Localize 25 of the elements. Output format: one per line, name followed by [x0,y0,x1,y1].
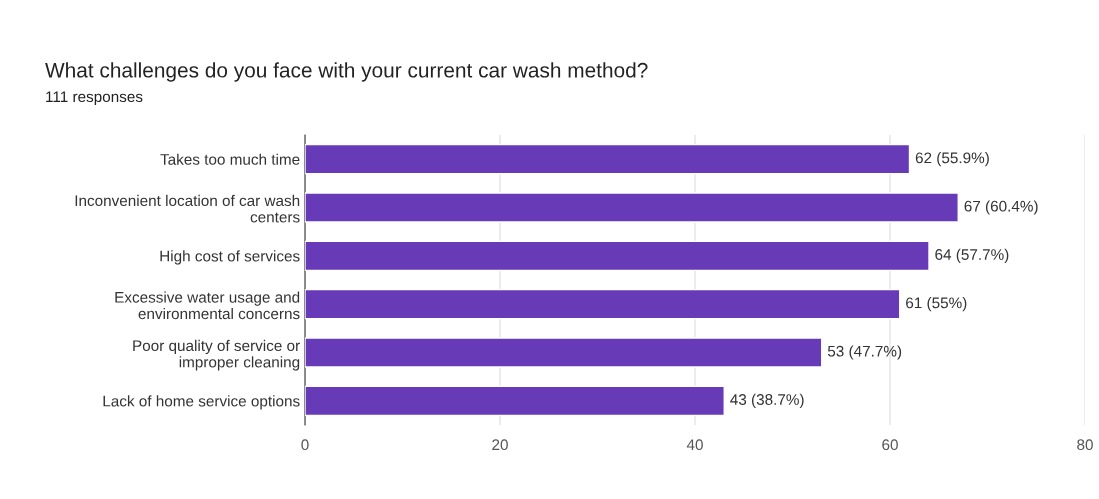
bar [305,288,901,320]
data-label: 62 (55.9%) [915,152,989,167]
y-tick-label: Lack of home service options [103,395,300,410]
data-label: 67 (60.4%) [964,200,1038,215]
y-tick-label: High cost of services [160,250,300,265]
y-tick-label: Excessive water usage and environmental concerns [115,291,300,320]
y-tick-label: Poor quality of service or improper cleaning [133,339,300,371]
data-label: 53 (47.7%) [827,345,902,360]
bar [305,240,930,272]
x-tick-label: 40 [686,439,703,451]
x-tick-label: 20 [492,439,508,451]
x-tick-label: 60 [882,439,898,451]
text: 111 responses [46,91,143,106]
y-tick-label: Inconvenient location of car wash centers [75,194,300,223]
bar [305,337,823,368]
bar [305,143,911,175]
data-label: 61 (55%) [906,297,967,312]
chart-title: What challenges do you face with your current car wash method? [45,62,648,82]
bar [305,192,959,223]
y-tick-label: Takes too much time [160,153,300,165]
x-tick-label: 80 [1077,439,1093,451]
bar [305,385,725,417]
x-tick-label: 0 [301,439,309,451]
data-label: 43 (38.7%) [730,393,804,408]
data-label: 64 (57.7%) [935,248,1009,263]
